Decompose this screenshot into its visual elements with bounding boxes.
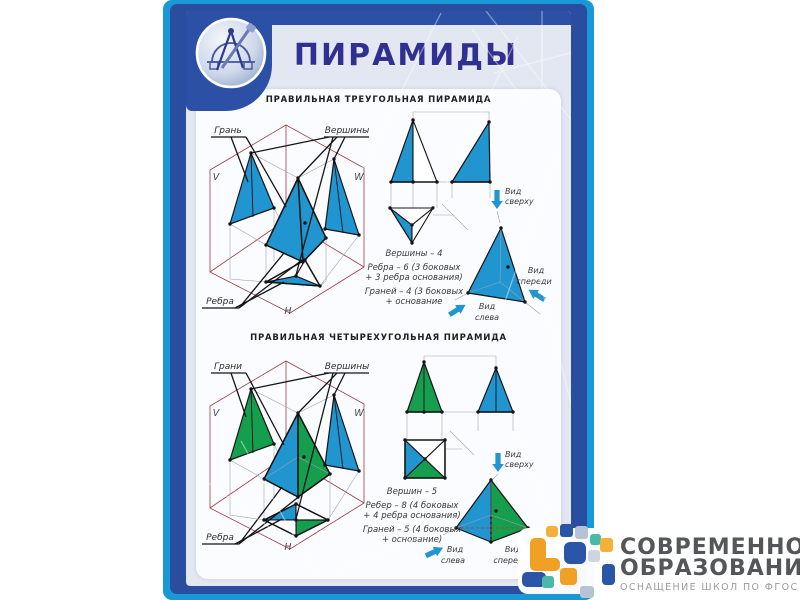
logo-corner xyxy=(186,11,272,111)
view-left-label-1: Вид xyxy=(447,545,464,554)
view-top-label-2: сверху xyxy=(505,460,534,469)
vertices-label: Вершины xyxy=(325,362,370,372)
view-front-label-2: спереди xyxy=(493,556,528,565)
v-plane-projection xyxy=(229,388,275,461)
side-view xyxy=(451,121,491,183)
fact-line: Граней – 5 (4 боковых xyxy=(362,525,462,535)
fact-line: Граней – 4 (3 боковых xyxy=(364,287,464,297)
page-title: ПИРАМИДЫ xyxy=(293,37,519,73)
view-left-arrow xyxy=(424,546,444,559)
vertex-dots xyxy=(228,151,361,288)
educational-poster: ПИРАМИДЫ ПРАВИЛЬНАЯ ТРЕУГОЛЬНАЯ ПИРАМИДА xyxy=(163,0,594,600)
facts-triangular: Вершины – 4 Ребра – 6 (3 боковых + 3 реб… xyxy=(348,249,480,307)
view-front-label-1: Вид xyxy=(528,266,545,275)
edges-label: Ребра xyxy=(206,533,234,543)
section-title-quadrangular: ПРАВИЛЬНАЯ ЧЕТЫРЕХУГОЛЬНАЯ ПИРАМИДА xyxy=(250,333,507,343)
front-view xyxy=(390,119,438,183)
orthographic-views-quadrangular: Вид сверху Вид слева Вид спереди xyxy=(403,355,542,565)
fact-line: + 4 ребра основания) xyxy=(363,511,461,521)
pyramid-3d xyxy=(265,177,327,263)
content-card: ПРАВИЛЬНАЯ ТРЕУГОЛЬНАЯ ПИРАМИДА xyxy=(196,89,561,579)
fact-line: Вершин – 5 xyxy=(386,487,438,497)
facts-quadrangular: Вершин – 5 Ребер – 8 (4 боковых + 4 ребр… xyxy=(344,487,480,545)
view-front-label-1: Вид xyxy=(505,545,522,554)
callout-leaders xyxy=(202,136,369,309)
pyramid-3d xyxy=(454,226,541,315)
fact-line: + основание) xyxy=(381,535,443,545)
axonometric-diagram-quadrangular: Грани Вершины Ребра V W H xyxy=(202,360,370,553)
poster-background: ПИРАМИДЫ ПРАВИЛЬНАЯ ТРЕУГОЛЬНАЯ ПИРАМИДА xyxy=(186,11,571,586)
section-title-triangular: ПРАВИЛЬНАЯ ТРЕУГОЛЬНАЯ ПИРАМИДА xyxy=(265,95,492,105)
brand-watermark: СОВРЕМЕННОЕ ОБРАЗОВАНИЕ ОСНАЩЕНИЕ ШКОЛ П… xyxy=(620,535,800,594)
view-left-arrow xyxy=(448,304,466,317)
title-panel: ПИРАМИДЫ xyxy=(241,25,571,89)
face-label: Грань xyxy=(214,126,241,136)
vertices-label: Вершины xyxy=(325,126,370,136)
front-view xyxy=(406,361,443,413)
pyramid-3d xyxy=(442,478,542,544)
callout-leaders xyxy=(202,372,369,545)
fact-line: + 3 ребра основания) xyxy=(365,273,463,283)
fact-line: Ребер – 8 (4 боковых xyxy=(365,501,459,511)
view-left-label-2: слева xyxy=(475,313,499,322)
v-plane-projection xyxy=(229,152,275,225)
view-top-label-1: Вид xyxy=(505,450,522,459)
orthographic-views-triangular: Вид сверху Вид спереди Вид слева xyxy=(388,111,552,322)
brand-name-line2: ОБРАЗОВАНИЕ xyxy=(620,556,800,581)
view-top-arrow xyxy=(492,453,504,480)
plane-w-label: W xyxy=(354,408,364,419)
view-top-label-1: Вид xyxy=(505,187,522,196)
vertex-dots xyxy=(228,387,361,538)
plane-h-label: H xyxy=(284,306,291,317)
h-plane-projection xyxy=(265,259,321,287)
view-left-label-1: Вид xyxy=(479,302,496,311)
w-plane-projection xyxy=(324,394,360,472)
plane-v-label: V xyxy=(213,172,221,183)
pyramid-3d xyxy=(263,412,331,498)
edges-label: Ребра xyxy=(206,297,234,307)
plane-h-label: H xyxy=(284,542,291,553)
brand-name-line1: СОВРЕМЕННОЕ xyxy=(620,535,800,560)
view-top-label-2: сверху xyxy=(505,197,534,206)
brand-tagline: ОСНАЩЕНИЕ ШКОЛ ПО ФГОС xyxy=(620,582,799,593)
fact-line: Вершины – 4 xyxy=(385,249,443,259)
top-view xyxy=(389,207,434,244)
vertex-dots xyxy=(403,360,515,480)
fact-line: + основание xyxy=(385,297,443,307)
side-view xyxy=(477,367,514,413)
vertex-dots xyxy=(388,118,492,245)
top-view xyxy=(404,439,446,479)
plane-v-label: V xyxy=(213,408,221,419)
construction-lines xyxy=(406,355,514,456)
view-front-label-2: спереди xyxy=(516,277,551,286)
compass-logo-icon xyxy=(195,17,267,89)
w-plane-projection xyxy=(324,158,360,236)
plane-w-label: W xyxy=(354,172,364,183)
view-left-label-2: слева xyxy=(441,556,465,565)
face-label: Грани xyxy=(214,362,242,372)
view-top-arrow xyxy=(491,190,503,224)
view-front-arrow xyxy=(528,289,546,302)
axonometric-diagram-triangular: Грань Вершины Ребра V W H xyxy=(202,124,370,317)
brand-logo-mosaic xyxy=(518,524,615,598)
construction-lines xyxy=(390,111,491,231)
fact-line: Ребра – 6 (3 боковых xyxy=(367,263,461,273)
poster-inner-frame: ПИРАМИДЫ ПРАВИЛЬНАЯ ТРЕУГОЛЬНАЯ ПИРАМИДА xyxy=(170,4,587,594)
